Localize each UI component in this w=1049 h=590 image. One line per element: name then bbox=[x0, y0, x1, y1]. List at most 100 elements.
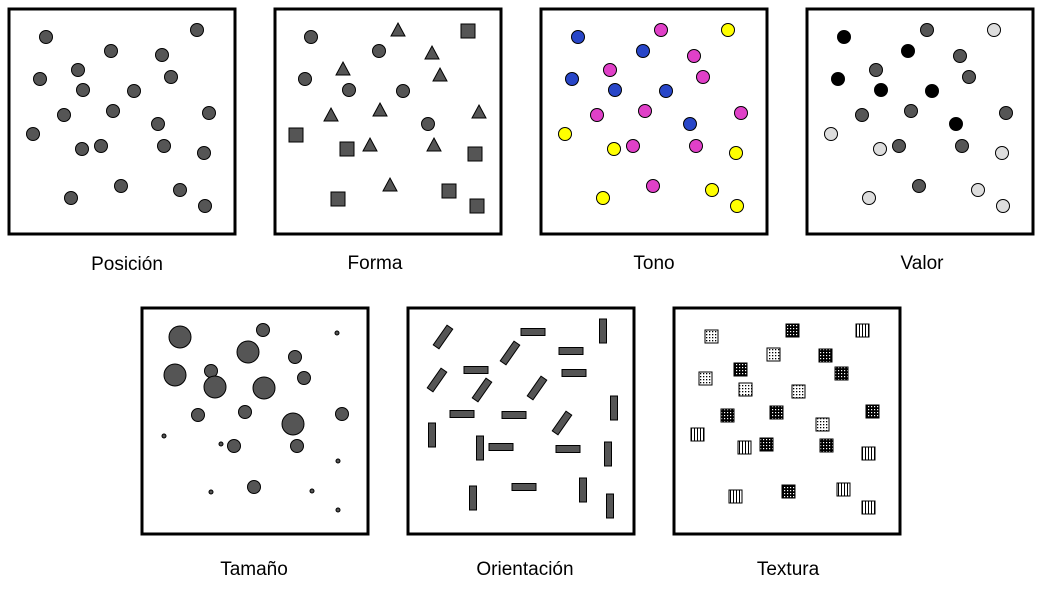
orientation-bar bbox=[511, 483, 537, 491]
tone-dot-blue bbox=[571, 30, 585, 44]
position-dot bbox=[198, 199, 212, 213]
texture-square-vlines bbox=[855, 323, 870, 338]
texture-square-grid bbox=[818, 348, 833, 363]
tone-dot-magenta bbox=[646, 179, 660, 193]
texture-square-vlines bbox=[836, 482, 851, 497]
value-dot-light bbox=[824, 127, 838, 141]
size-dot bbox=[168, 325, 192, 349]
orientation-bar bbox=[471, 377, 493, 403]
size-dot bbox=[281, 412, 305, 436]
panel-label-tamano: Tamaño bbox=[220, 559, 288, 580]
shape-square bbox=[339, 141, 355, 157]
value-dot-light bbox=[873, 142, 887, 156]
size-dot bbox=[203, 375, 227, 399]
panel-forma-frame bbox=[273, 7, 503, 236]
value-dot-black bbox=[837, 30, 851, 44]
orientation-bar bbox=[501, 411, 527, 419]
size-dot bbox=[247, 480, 261, 494]
orientation-bar bbox=[432, 324, 454, 350]
position-dot bbox=[39, 30, 53, 44]
texture-square-grid bbox=[819, 438, 834, 453]
value-dot-black bbox=[874, 83, 888, 97]
value-dot-black bbox=[925, 84, 939, 98]
value-dot-gray bbox=[904, 104, 918, 118]
value-dot-gray bbox=[869, 63, 883, 77]
position-dot bbox=[157, 139, 171, 153]
shape-circle bbox=[298, 72, 312, 86]
position-dot bbox=[64, 191, 78, 205]
texture-square-grid bbox=[759, 437, 774, 452]
value-dot-black bbox=[831, 72, 845, 86]
value-dot-light bbox=[987, 23, 1001, 37]
position-dot bbox=[127, 84, 141, 98]
value-dot-light bbox=[995, 146, 1009, 160]
tone-dot-magenta bbox=[734, 106, 748, 120]
size-dot bbox=[236, 340, 260, 364]
texture-square-dots bbox=[698, 371, 713, 386]
shape-circle bbox=[304, 30, 318, 44]
shape-square bbox=[460, 23, 476, 39]
size-dot bbox=[163, 363, 187, 387]
panel-label-tono: Tono bbox=[633, 253, 674, 274]
panel-label-orientacion: Orientación bbox=[476, 559, 573, 580]
shape-square bbox=[441, 183, 457, 199]
orientation-bar bbox=[561, 369, 587, 377]
shape-triangle bbox=[372, 101, 388, 117]
size-dot bbox=[191, 408, 205, 422]
panel-orientacion-frame bbox=[406, 306, 636, 536]
panel-label-forma: Forma bbox=[348, 253, 403, 274]
panel-orientacion-marks bbox=[426, 318, 618, 519]
panel-tamano-marks bbox=[161, 323, 349, 513]
texture-square-vlines bbox=[861, 500, 876, 515]
shape-triangle bbox=[426, 136, 442, 152]
position-dot bbox=[190, 23, 204, 37]
size-dot bbox=[335, 458, 341, 464]
size-dot bbox=[335, 407, 349, 421]
texture-square-dots bbox=[815, 417, 830, 432]
value-dot-light bbox=[996, 199, 1010, 213]
size-dot bbox=[208, 489, 214, 495]
orientation-bar bbox=[469, 485, 477, 511]
position-dot bbox=[76, 83, 90, 97]
texture-square-dots bbox=[766, 347, 781, 362]
size-dot bbox=[161, 433, 167, 439]
texture-square-dots bbox=[704, 329, 719, 344]
tone-dot-magenta bbox=[654, 23, 668, 37]
shape-circle bbox=[421, 117, 435, 131]
value-dot-gray bbox=[955, 139, 969, 153]
orientation-bar bbox=[555, 445, 581, 453]
tone-dot-yellow bbox=[705, 183, 719, 197]
position-dot bbox=[202, 106, 216, 120]
position-dot bbox=[155, 48, 169, 62]
shape-triangle bbox=[432, 66, 448, 82]
position-dot bbox=[197, 146, 211, 160]
tone-dot-magenta bbox=[626, 139, 640, 153]
panel-label-valor: Valor bbox=[901, 253, 945, 274]
shape-triangle bbox=[382, 176, 398, 192]
position-dot bbox=[106, 104, 120, 118]
texture-square-dots bbox=[791, 384, 806, 399]
tone-dot-magenta bbox=[687, 49, 701, 63]
value-dot-gray bbox=[999, 106, 1013, 120]
tone-dot-yellow bbox=[596, 191, 610, 205]
tone-dot-magenta bbox=[590, 108, 604, 122]
orientation-bar bbox=[476, 435, 484, 461]
value-dot-gray bbox=[920, 23, 934, 37]
shape-circle bbox=[342, 83, 356, 97]
value-dot-light bbox=[971, 183, 985, 197]
tone-dot-yellow bbox=[730, 199, 744, 213]
position-dot bbox=[94, 139, 108, 153]
orientation-bar bbox=[426, 367, 448, 393]
tone-dot-magenta bbox=[603, 63, 617, 77]
size-dot bbox=[290, 439, 304, 453]
shape-triangle bbox=[471, 103, 487, 119]
panel-posicion-marks bbox=[26, 23, 216, 213]
value-dot-black bbox=[901, 44, 915, 58]
texture-square-vlines bbox=[728, 489, 743, 504]
value-dot-gray bbox=[892, 139, 906, 153]
panel-valor-marks bbox=[824, 23, 1013, 213]
position-dot bbox=[104, 44, 118, 58]
texture-square-grid bbox=[865, 404, 880, 419]
orientation-bar bbox=[558, 347, 584, 355]
